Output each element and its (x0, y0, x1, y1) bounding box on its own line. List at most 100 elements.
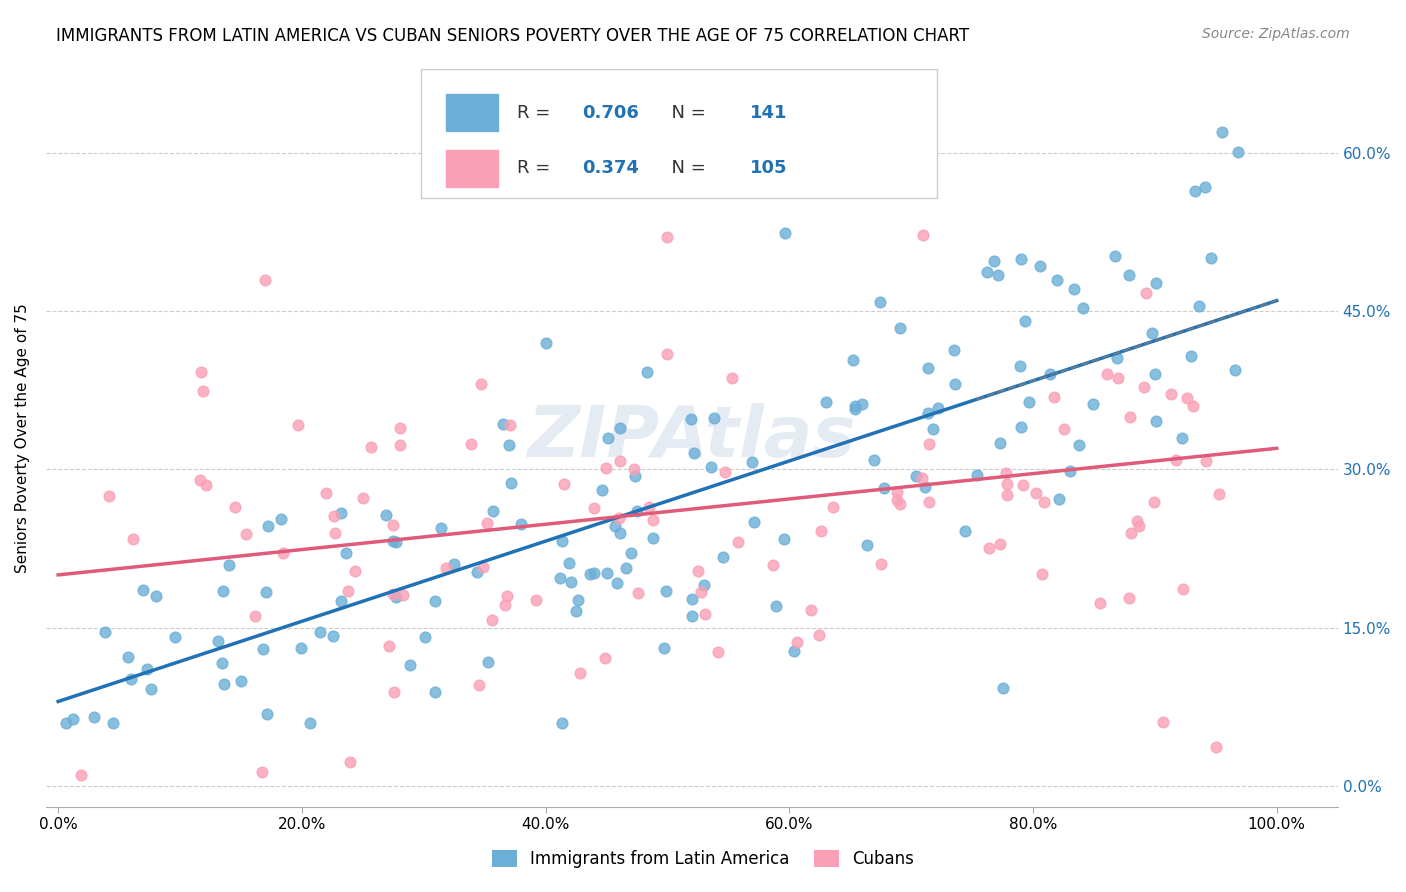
Point (322, 629, 344, 643)
Point (335, 546, 357, 560)
Point (434, 561, 457, 575)
Point (762, 558, 785, 573)
Point (654, 584, 676, 599)
Point (98, 489, 121, 503)
Point (652, 640, 675, 655)
Point (460, 437, 482, 451)
Point (384, 534, 406, 549)
Point (773, 227, 796, 241)
Point (699, 459, 721, 474)
Point (994, 466, 1017, 480)
Point (807, 627, 830, 641)
Text: Source: ZipAtlas.com: Source: ZipAtlas.com (1202, 27, 1350, 41)
Point (814, 395, 837, 409)
Point (643, 513, 665, 527)
Point (1180, 349, 1202, 363)
Point (799, 603, 821, 617)
Point (1025, 485, 1047, 500)
Point (323, 525, 346, 540)
Point (1166, 453, 1188, 467)
Point (1199, 251, 1222, 265)
Point (270, 512, 292, 526)
Point (911, 471, 934, 485)
Point (207, 634, 229, 648)
Point (990, 537, 1012, 551)
Point (1171, 582, 1194, 597)
Point (657, 230, 679, 244)
Point (560, 575, 582, 590)
Point (1126, 514, 1149, 528)
Point (953, 524, 976, 538)
Point (695, 607, 717, 622)
Point (271, 546, 294, 560)
Point (389, 438, 412, 452)
Bar (446, 150, 498, 186)
Point (1195, 454, 1218, 468)
Point (62, 712, 84, 726)
Point (352, 491, 374, 505)
Point (1187, 299, 1209, 313)
Point (1128, 518, 1150, 533)
Point (579, 567, 602, 582)
Point (382, 533, 405, 548)
Point (1031, 566, 1053, 581)
Point (482, 504, 505, 518)
Point (979, 541, 1001, 555)
Point (917, 361, 939, 376)
Point (942, 343, 965, 357)
Point (1108, 371, 1130, 385)
Point (443, 557, 465, 571)
Point (727, 535, 749, 549)
Point (381, 518, 404, 533)
Point (889, 321, 911, 335)
Point (290, 641, 312, 656)
Point (224, 500, 246, 514)
Point (329, 506, 352, 520)
Point (624, 469, 647, 483)
Point (120, 672, 142, 686)
Point (886, 485, 908, 500)
Point (1181, 399, 1204, 413)
Point (557, 557, 579, 571)
Point (966, 467, 988, 482)
Point (821, 500, 844, 514)
Point (1046, 272, 1069, 286)
Point (921, 422, 943, 436)
Point (1171, 431, 1194, 445)
Point (465, 566, 488, 580)
Point (194, 477, 217, 491)
Y-axis label: Seniors Poverty Over the Age of 75: Seniors Poverty Over the Age of 75 (15, 303, 30, 573)
Point (609, 526, 631, 541)
Point (1227, 145, 1250, 160)
Point (707, 644, 730, 658)
Point (995, 477, 1018, 491)
Point (976, 265, 998, 279)
Point (911, 227, 934, 242)
Point (250, 765, 273, 780)
Point (548, 571, 571, 585)
Point (1118, 591, 1140, 605)
Point (1121, 526, 1143, 541)
Point (132, 582, 155, 597)
Text: 141: 141 (749, 103, 787, 122)
Point (1047, 491, 1070, 506)
Point (510, 516, 533, 531)
Point (1177, 391, 1199, 405)
Point (496, 590, 519, 604)
Point (1012, 478, 1035, 492)
Point (287, 418, 309, 433)
Point (329, 594, 352, 608)
Point (315, 486, 337, 500)
Point (212, 584, 235, 599)
Point (889, 497, 911, 511)
Point (254, 272, 277, 286)
Point (481, 613, 503, 627)
Point (501, 476, 523, 491)
Point (191, 384, 214, 398)
Point (256, 706, 278, 721)
Point (343, 565, 366, 579)
Point (873, 481, 896, 495)
Point (1135, 285, 1157, 300)
Point (430, 521, 453, 535)
Point (1010, 252, 1032, 266)
